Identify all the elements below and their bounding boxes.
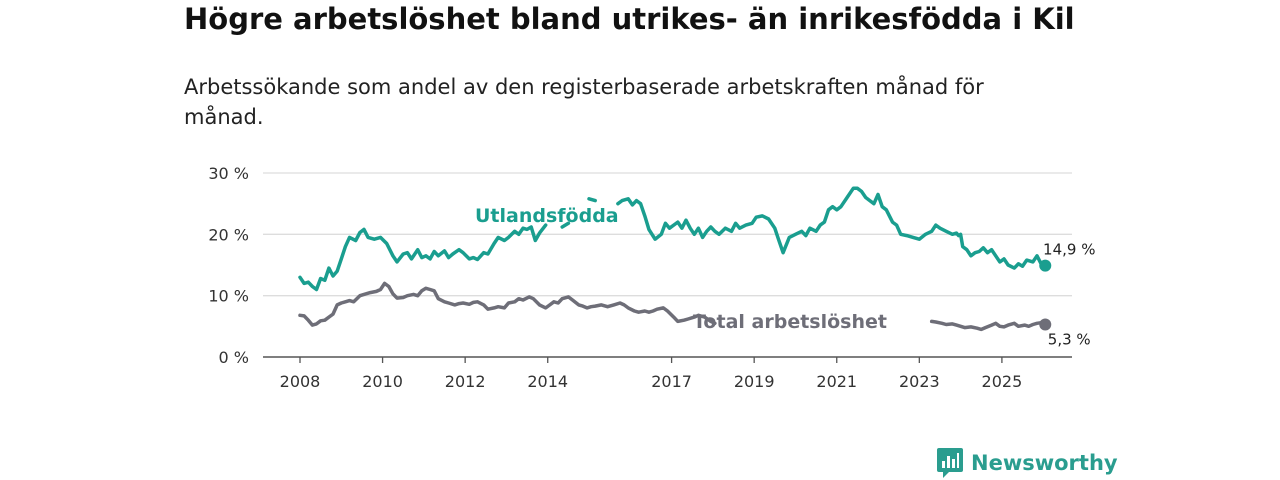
chart-title: Högre arbetslöshet bland utrikes- än inr…: [184, 2, 1075, 36]
x-tick-label: 2010: [362, 372, 403, 391]
newsworthy-logo-icon: [937, 448, 963, 478]
end-point-utlandsfodda: [1039, 259, 1052, 272]
series-line-utlandsfodda: [560, 221, 571, 229]
y-tick-label: 30 %: [208, 164, 249, 183]
chart-axes: 0 % 10 % 20 % 30 % 2008 2010 2012 2014 2017 2019 2…: [208, 164, 1072, 391]
end-value-label-total: 5,3 %: [1048, 330, 1091, 348]
x-tick-label: 2012: [445, 372, 486, 391]
x-tick-label: 2017: [651, 372, 692, 391]
end-value-label-utlandsfodda: 14,9 %: [1043, 241, 1095, 259]
y-tick-label: 20 %: [208, 225, 249, 244]
series-line-utlandsfodda: [587, 197, 597, 203]
series-line-total: [298, 281, 717, 327]
x-tick-label: 2008: [280, 372, 321, 391]
y-tick-label: 0 %: [219, 348, 249, 367]
brand-name: Newsworthy: [971, 451, 1118, 475]
x-tick-label: 2021: [816, 372, 857, 391]
series-line-total: [929, 319, 1048, 332]
end-point-total: [1039, 318, 1052, 331]
chart-grid: [263, 172, 1072, 297]
series-line-utlandsfodda: [616, 186, 1048, 270]
x-tick-label: 2014: [527, 372, 568, 391]
y-tick-label: 10 %: [208, 287, 249, 306]
x-tick-label: 2025: [982, 372, 1023, 391]
chart-labels: 14,9 % 5,3 % Utlandsfödda Total arbetslöshe…: [475, 205, 1095, 348]
series-label-total: Total arbetslöshet: [693, 311, 887, 333]
brand-logo[interactable]: Newsworthy: [937, 448, 1118, 478]
chart-lines: [298, 186, 1052, 332]
x-tick-label: 2019: [734, 372, 775, 391]
x-tick-label: 2023: [899, 372, 940, 391]
chart-subtitle: Arbetssökande som andel av den registerb…: [184, 75, 984, 129]
series-label-utlandsfodda: Utlandsfödda: [475, 205, 619, 227]
series-line-utlandsfodda: [298, 223, 548, 292]
